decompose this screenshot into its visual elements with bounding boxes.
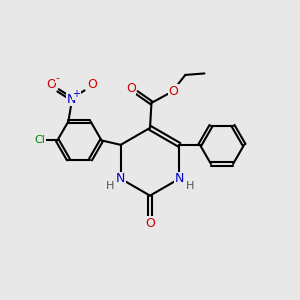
Text: O: O bbox=[169, 85, 178, 98]
Text: -: - bbox=[56, 73, 59, 83]
Text: N: N bbox=[116, 172, 125, 185]
Text: +: + bbox=[72, 89, 80, 99]
Text: N: N bbox=[67, 93, 76, 106]
Text: N: N bbox=[175, 172, 184, 185]
Text: O: O bbox=[145, 217, 155, 230]
Text: Cl: Cl bbox=[34, 135, 45, 146]
Text: O: O bbox=[126, 82, 136, 95]
Text: H: H bbox=[185, 181, 194, 191]
Text: O: O bbox=[87, 78, 97, 91]
Text: O: O bbox=[46, 78, 56, 91]
Text: H: H bbox=[106, 181, 115, 191]
